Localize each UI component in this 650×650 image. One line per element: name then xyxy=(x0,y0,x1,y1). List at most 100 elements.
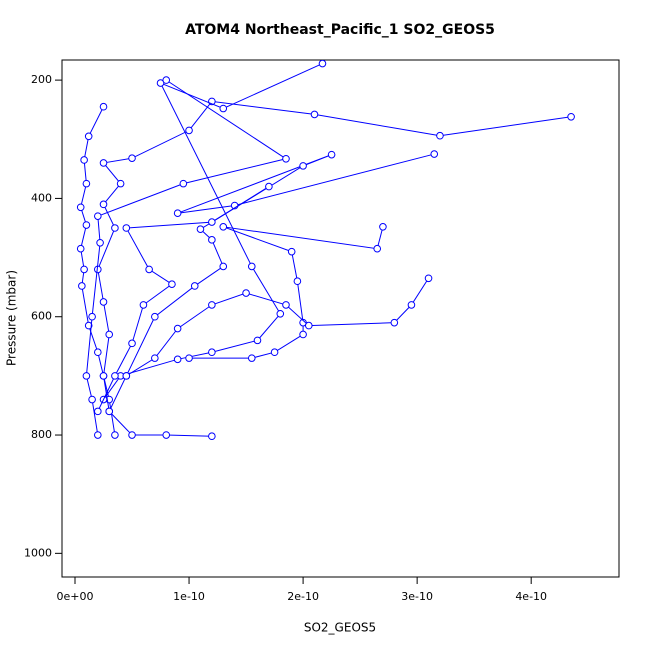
data-point xyxy=(111,372,119,380)
x-tick-label: 3e-10 xyxy=(401,590,433,603)
data-point xyxy=(94,407,102,416)
data-point xyxy=(185,126,193,135)
data-point xyxy=(122,224,131,232)
data-point xyxy=(242,289,250,297)
data-point xyxy=(94,348,102,357)
data-point xyxy=(208,432,216,441)
data-point xyxy=(84,132,93,141)
data-point xyxy=(173,324,182,333)
y-tick-label: 200 xyxy=(31,73,52,86)
data-point xyxy=(299,162,307,170)
data-point xyxy=(219,262,228,271)
data-point xyxy=(208,236,216,244)
data-point xyxy=(88,312,96,321)
data-point xyxy=(96,238,104,247)
y-tick-label: 1000 xyxy=(24,546,52,559)
data-point xyxy=(299,330,307,339)
data-point xyxy=(276,309,285,318)
data-point xyxy=(99,372,108,380)
data-point xyxy=(407,301,416,309)
data-point xyxy=(219,223,228,231)
profile-line xyxy=(97,100,572,437)
data-point xyxy=(128,431,136,439)
data-point xyxy=(318,60,327,68)
data-point xyxy=(304,321,313,330)
data-point xyxy=(310,110,319,119)
data-point xyxy=(105,407,114,416)
data-point xyxy=(373,244,382,253)
x-axis-label: SO2_GEOS5 xyxy=(304,621,376,635)
data-point xyxy=(293,277,302,286)
x-tick-label: 0e+00 xyxy=(57,590,94,603)
data-point xyxy=(162,431,171,439)
data-point xyxy=(139,301,148,309)
data-point xyxy=(287,247,296,256)
data-point xyxy=(76,244,85,253)
x-tick-label: 2e-10 xyxy=(287,590,319,603)
data-point xyxy=(265,182,273,191)
data-point xyxy=(151,312,159,321)
y-tick-label: 600 xyxy=(31,310,52,323)
data-point xyxy=(299,318,307,327)
data-point xyxy=(173,209,182,218)
data-point xyxy=(116,179,125,188)
profile-line xyxy=(103,63,323,400)
data-point xyxy=(430,150,439,158)
data-point xyxy=(270,348,279,357)
data-point xyxy=(162,76,171,84)
profile-line xyxy=(80,106,116,436)
plot-frame xyxy=(61,59,620,578)
data-point xyxy=(190,282,199,290)
data-point xyxy=(99,200,108,209)
data-point xyxy=(94,431,102,439)
x-tick-label: 1e-10 xyxy=(173,590,205,603)
data-point xyxy=(82,372,91,380)
data-point xyxy=(128,339,136,348)
chart-title: ATOM4 Northeast_Pacific_1 SO2_GEOS5 xyxy=(185,22,495,38)
data-point xyxy=(111,224,119,232)
data-point xyxy=(173,355,182,364)
data-point xyxy=(208,348,216,357)
y-axis-label: Pressure (mbar) xyxy=(5,270,19,366)
y-tick-label: 400 xyxy=(31,191,52,204)
y-tick-label: 800 xyxy=(31,428,52,441)
data-point xyxy=(379,223,387,231)
data-point xyxy=(94,212,102,220)
data-point xyxy=(327,150,336,159)
data-point xyxy=(99,102,108,111)
data-point xyxy=(82,221,91,229)
data-point xyxy=(80,265,88,274)
data-point xyxy=(282,154,290,163)
x-tick-label: 4e-10 xyxy=(515,590,547,603)
data-point xyxy=(122,372,131,380)
data-point xyxy=(99,159,108,167)
data-point xyxy=(168,280,176,288)
data-point xyxy=(247,354,256,362)
data-point xyxy=(99,298,108,306)
data-point xyxy=(208,218,216,226)
plot-area xyxy=(76,60,575,441)
data-point xyxy=(567,112,575,121)
data-point xyxy=(76,203,85,212)
data-point xyxy=(282,301,290,309)
data-point xyxy=(436,131,444,140)
data-point xyxy=(105,330,114,339)
data-point xyxy=(390,318,399,327)
data-point xyxy=(179,179,188,188)
data-point xyxy=(84,321,93,330)
data-point xyxy=(185,354,193,362)
data-point xyxy=(80,156,88,164)
data-point xyxy=(88,395,96,404)
data-point xyxy=(78,282,86,290)
data-point xyxy=(128,154,136,162)
data-point xyxy=(247,262,256,271)
data-point xyxy=(208,301,216,309)
data-point xyxy=(424,274,433,283)
data-point xyxy=(111,431,119,439)
data-point xyxy=(219,104,228,113)
data-point xyxy=(145,265,153,274)
data-point xyxy=(82,179,91,188)
data-point xyxy=(156,79,165,87)
